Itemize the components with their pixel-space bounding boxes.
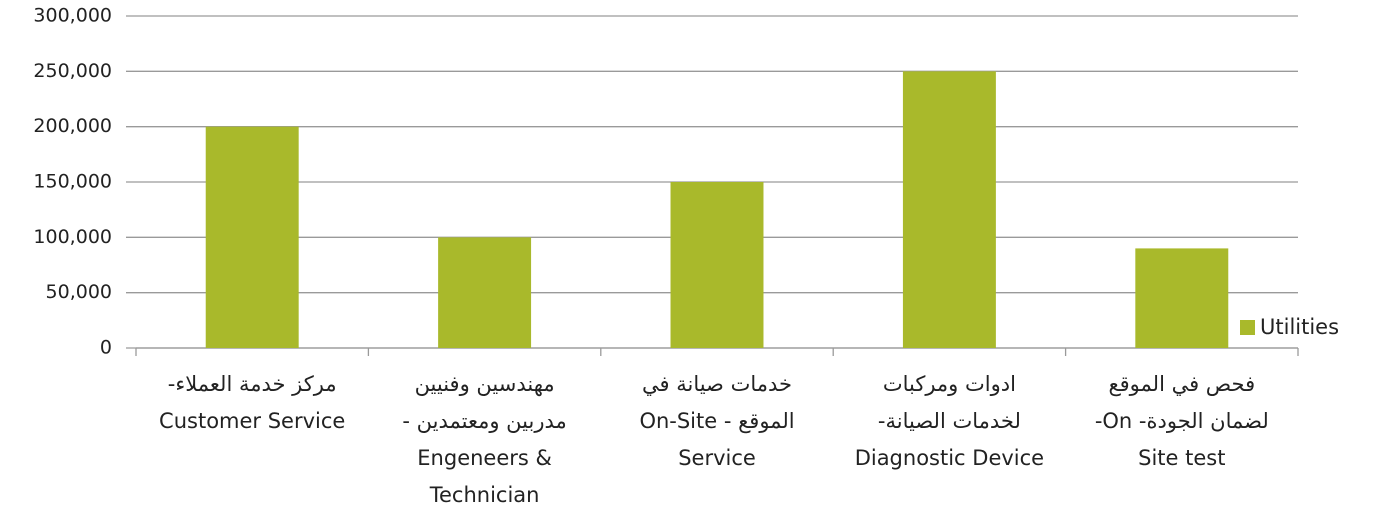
x-tick-label: مركز خدمة العملاء- [168, 372, 337, 396]
y-tick-label: 50,000 [46, 281, 112, 303]
y-tick-label: 250,000 [33, 60, 112, 82]
bar [670, 182, 764, 348]
x-tick-label: مدربين ومعتمدين - [402, 409, 566, 433]
x-tick-label: خدمات صيانة في [642, 372, 792, 396]
bar [438, 237, 532, 348]
y-tick-label: 300,000 [33, 5, 112, 27]
x-tick-label: الموقع - On-Site [639, 409, 794, 433]
x-tick-label: Customer Service [159, 409, 345, 433]
x-tick-label: Service [678, 446, 756, 470]
x-tick-label: Diagnostic Device [855, 446, 1044, 470]
y-tick-label: 150,000 [33, 171, 112, 193]
x-tick-label: ادوات ومركبات [883, 372, 1016, 396]
x-tick-label: لضمان الجودة- On- [1095, 409, 1269, 433]
x-tick-label: فحص في الموقع [1108, 372, 1255, 396]
x-tick-label: لخدمات الصيانة- [878, 409, 1021, 433]
x-tick-label: Technician [429, 483, 540, 507]
legend-label: Utilities [1260, 315, 1339, 339]
bar [902, 71, 996, 348]
y-tick-label: 0 [100, 337, 112, 359]
bar [1135, 248, 1229, 348]
y-tick-label: 200,000 [33, 115, 112, 137]
bar [205, 126, 299, 349]
x-tick-label: مهندسين وفنيين [415, 372, 555, 396]
x-tick-label: Engeneers & [417, 446, 552, 470]
x-tick-label: Site test [1138, 446, 1225, 470]
y-tick-label: 100,000 [33, 226, 112, 248]
legend-swatch [1240, 320, 1255, 335]
